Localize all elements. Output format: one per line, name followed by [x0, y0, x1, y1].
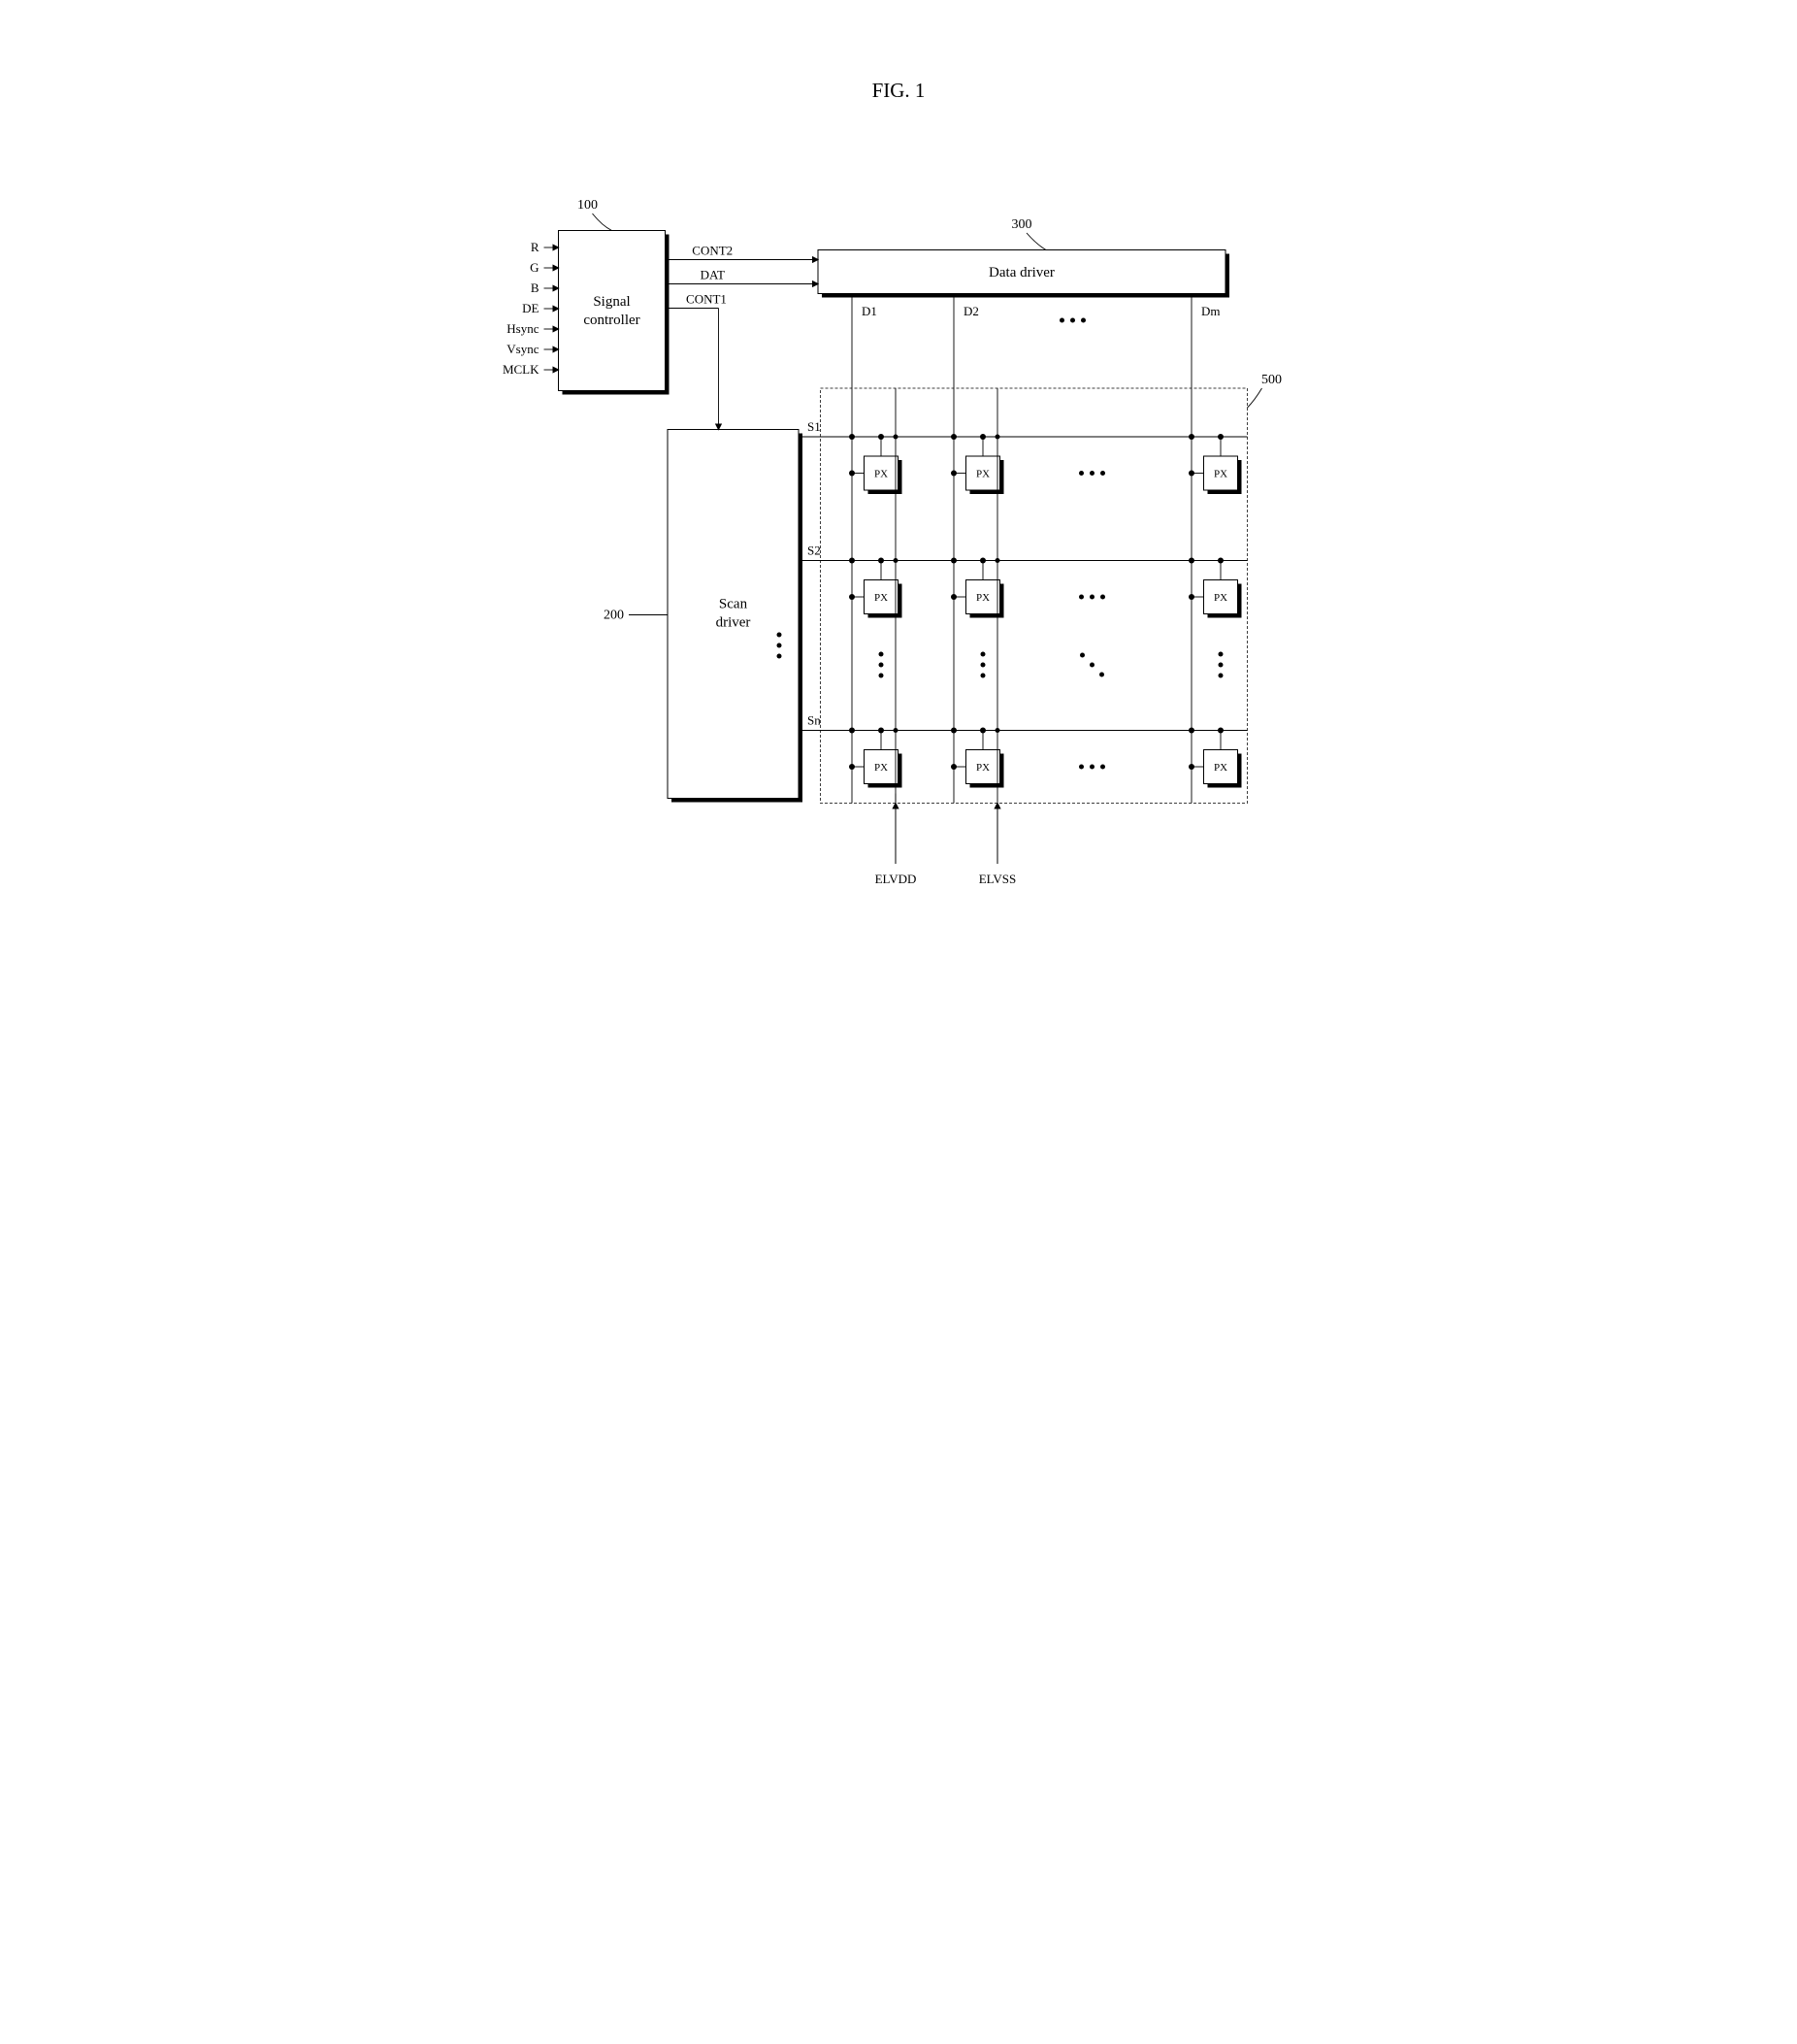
elvdd-label: ELVDD	[875, 872, 917, 886]
input-hsync: Hsync	[506, 321, 539, 336]
signal-cont2: CONT2	[692, 244, 733, 258]
pixel-label: PX	[1214, 592, 1227, 604]
scan-line-S2: S2	[807, 544, 821, 558]
elvss-label: ELVSS	[979, 872, 1017, 886]
data-driver-label: Data driver	[989, 265, 1055, 280]
input-de: DE	[522, 301, 539, 315]
pixel-label: PX	[874, 592, 888, 604]
signal-controller-label: controller	[583, 313, 639, 328]
signal-cont1: CONT1	[686, 292, 727, 307]
ref-300: 300	[1012, 217, 1032, 232]
pixel-label: PX	[874, 762, 888, 774]
data-line-D1: D1	[862, 304, 877, 318]
signal-dat: DAT	[701, 268, 725, 282]
data-line-Dm: Dm	[1201, 304, 1221, 318]
scan-driver-block	[668, 430, 799, 799]
pixel-label: PX	[874, 469, 888, 480]
pixel-label: PX	[976, 592, 990, 604]
scan-driver-label: Scan	[719, 597, 748, 612]
input-mclk: MCLK	[503, 362, 539, 377]
input-vsync: Vsync	[506, 342, 539, 356]
ref-500: 500	[1261, 373, 1282, 387]
ref-200: 200	[604, 609, 624, 623]
pixel-label: PX	[976, 469, 990, 480]
pixel-label: PX	[1214, 762, 1227, 774]
input-r: R	[531, 240, 539, 254]
scan-line-S1: S1	[807, 419, 821, 434]
figure-title: FIG. 1	[872, 79, 926, 102]
scan-driver-label: driver	[716, 615, 751, 631]
signal-controller-label: Signal	[593, 294, 630, 310]
pixel-label: PX	[1214, 469, 1227, 480]
input-b: B	[531, 280, 539, 295]
block-diagram: FIG. 1 Signal controller 100 RGB DE Hsync Vsync…	[449, 39, 1348, 1061]
ref-100: 100	[577, 198, 598, 213]
data-line-D2: D2	[964, 304, 979, 318]
scan-line-Sn: Sn	[807, 713, 821, 728]
pixel-label: PX	[976, 762, 990, 774]
signal-controller-block	[559, 231, 666, 391]
input-g: G	[530, 260, 539, 275]
